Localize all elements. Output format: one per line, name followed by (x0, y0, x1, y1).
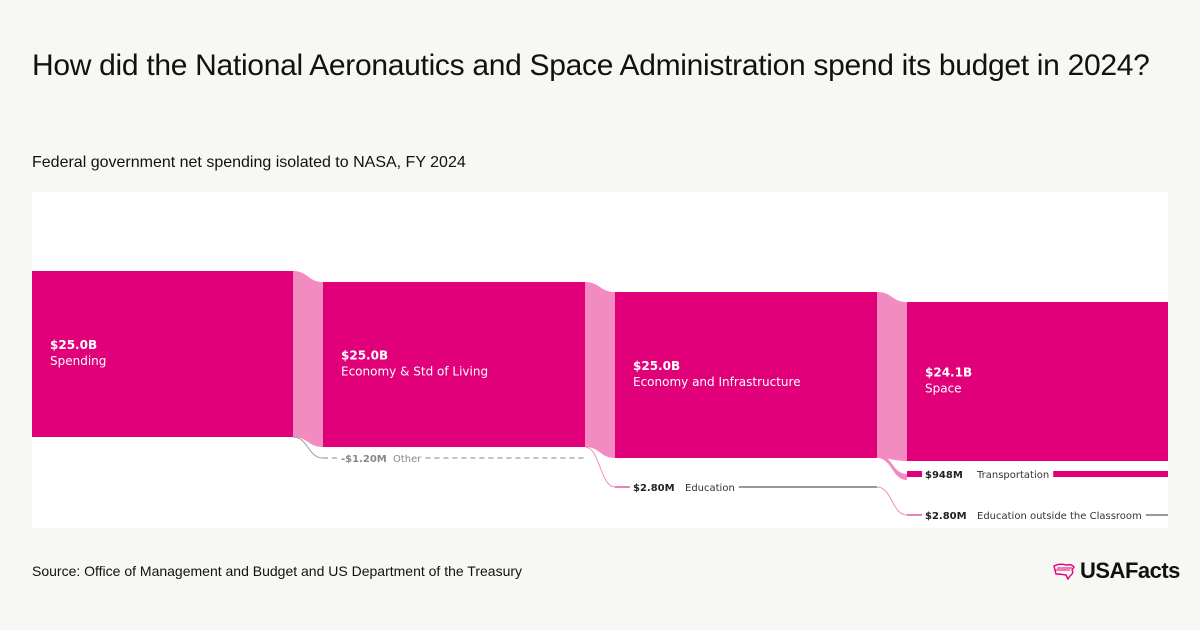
usafacts-logo: USAFacts (1052, 558, 1180, 584)
sankey-chart: $25.0B Spending $25.0B Economy & Std of Liv… (32, 192, 1168, 528)
node-econ_std (323, 282, 585, 447)
node-transportation-bar (1053, 471, 1168, 477)
node-name-label: Other (393, 454, 422, 465)
link-econ_std-education (584, 446, 616, 488)
node-name-label: Education (685, 483, 735, 494)
node-value-label: $948M (925, 470, 963, 481)
chart-title: How did the National Aeronautics and Spa… (32, 49, 1150, 82)
node-name-label: Economy & Std of Living (341, 365, 488, 379)
node-value-label: $24.1B (925, 366, 972, 380)
link-econ_infra-space (877, 292, 907, 461)
node-name-label: Economy and Infrastructure (633, 375, 801, 389)
sankey-svg: $25.0B Spending $25.0B Economy & Std of Liv… (32, 271, 1168, 522)
node-value-label: $25.0B (633, 359, 680, 373)
link-education-edu_outside (876, 486, 908, 516)
us-map-icon (1053, 563, 1075, 580)
node-space (907, 302, 1168, 461)
node-name-label: Spending (50, 354, 106, 368)
node-value-label: -$1.20M (341, 454, 387, 465)
node-name-label: Education outside the Classroom (977, 511, 1142, 522)
node-value-label: $25.0B (341, 349, 388, 363)
node-name-label: Transportation (976, 470, 1049, 481)
link-econ_std-econ_infra (585, 282, 615, 458)
chart-subtitle: Federal government net spending isolated… (32, 154, 466, 171)
link-spending-econ_std (293, 271, 323, 447)
node-value-label: $2.80M (925, 511, 967, 522)
node-econ_infra (615, 292, 877, 458)
source-note: Source: Office of Management and Budget … (32, 563, 523, 579)
node-value-label: $25.0B (50, 338, 97, 352)
node-spending (32, 271, 293, 437)
node-transportation (907, 471, 922, 477)
link-spending-other (292, 436, 324, 459)
logo-text: USAFacts (1080, 558, 1180, 583)
node-value-label: $2.80M (633, 483, 675, 494)
node-name-label: Space (925, 382, 962, 396)
link-econ_infra-transportation (877, 454, 907, 480)
